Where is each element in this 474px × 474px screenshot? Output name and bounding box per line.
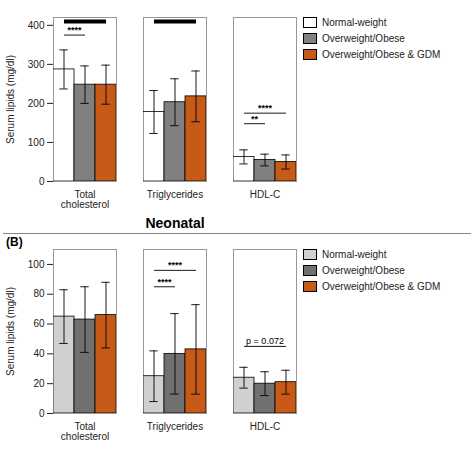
svg-text:HDL-C: HDL-C: [250, 189, 281, 200]
svg-text:400: 400: [28, 20, 45, 31]
svg-text:****: ****: [67, 25, 82, 35]
svg-text:300: 300: [28, 59, 45, 70]
svg-text:Triglycerides: Triglycerides: [147, 189, 203, 200]
svg-text:0: 0: [39, 176, 45, 187]
svg-text:****: ****: [157, 277, 172, 287]
svg-text:**: **: [251, 114, 259, 124]
svg-text:Totalcholesterol: Totalcholesterol: [61, 189, 109, 210]
svg-text:****: ****: [168, 260, 183, 270]
svg-text:80: 80: [33, 288, 45, 299]
html-text:Overweight/Obese: Overweight/Obese: [322, 33, 405, 44]
svg-text:Serum lipids (mg/dl): Serum lipids (mg/dl): [5, 55, 16, 144]
svg-text:p = 0.072: p = 0.072: [246, 336, 284, 346]
svg-text:HDL-C: HDL-C: [250, 421, 281, 432]
html-text:Overweight/Obese & GDM: Overweight/Obese & GDM: [322, 281, 441, 292]
svg-text:0: 0: [39, 408, 45, 419]
svg-text:60: 60: [33, 318, 45, 329]
svg-text:100: 100: [28, 137, 45, 148]
svg-text:****: ****: [258, 103, 273, 113]
svg-text:Serum lipids (mg/dl): Serum lipids (mg/dl): [5, 287, 16, 376]
html-text:Neonatal: Neonatal: [145, 215, 205, 231]
html-text:Overweight/Obese: Overweight/Obese: [322, 265, 405, 276]
svg-text:Triglycerides: Triglycerides: [147, 421, 203, 432]
svg-text:20: 20: [33, 378, 45, 389]
svg-text:40: 40: [33, 348, 45, 359]
svg-text:Totalcholesterol: Totalcholesterol: [61, 421, 109, 442]
svg-text:200: 200: [28, 98, 45, 109]
html-text:Normal-weight: Normal-weight: [322, 17, 387, 28]
svg-text:100: 100: [28, 259, 45, 270]
html-text:Overweight/Obese & GDM: Overweight/Obese & GDM: [322, 49, 441, 60]
html-text:(B): (B): [6, 235, 23, 249]
html-text:Normal-weight: Normal-weight: [322, 249, 387, 260]
